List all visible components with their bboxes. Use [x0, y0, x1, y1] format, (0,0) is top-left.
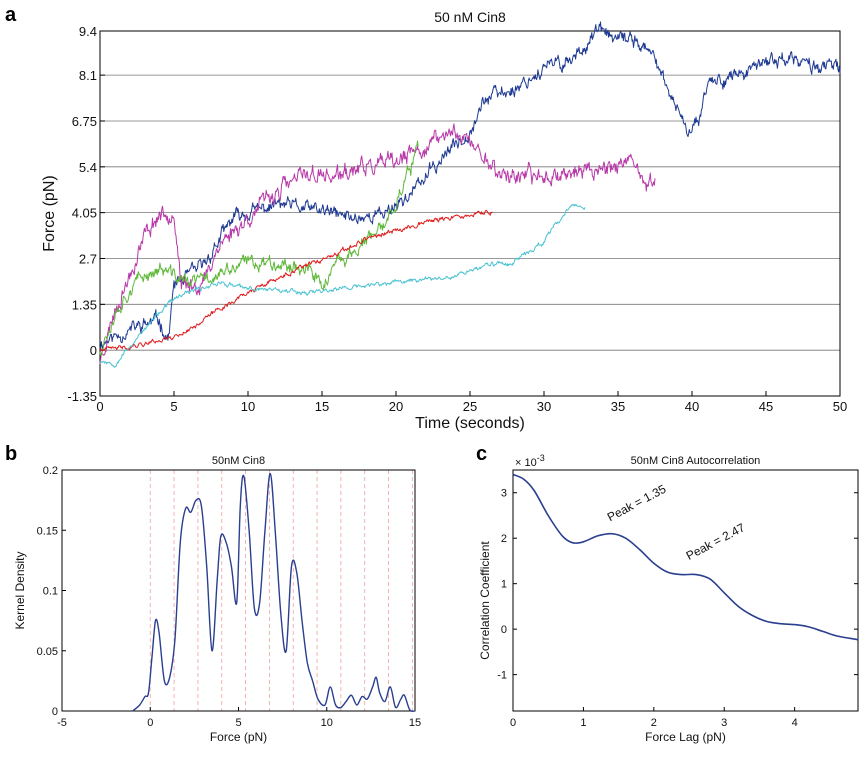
force-trace-5	[99, 203, 586, 368]
y-tick-label: 2.7	[79, 251, 97, 266]
x-tick-label: 0	[510, 717, 516, 729]
y-tick-label: 0.15	[37, 525, 58, 537]
x-tick-label: 30	[537, 399, 551, 414]
y-tick-label: -1.35	[67, 389, 97, 404]
y-tick-label: 9.4	[79, 24, 97, 39]
x-tick-label: 5	[170, 399, 177, 414]
force-trace-2	[99, 123, 656, 365]
x-axis-label: Time (seconds)	[415, 415, 525, 432]
plot-frame	[61, 469, 416, 712]
panel-letter-b: b	[5, 443, 17, 465]
y-tick-label: 2	[501, 533, 507, 545]
x-tick-label: 5	[235, 717, 241, 729]
panel-letter-c: c	[476, 443, 487, 465]
x-tick-label: 10	[241, 399, 255, 414]
chart-title: 50 nM Cin8	[434, 9, 506, 25]
y-tick-label: 3	[501, 488, 507, 500]
x-tick-label: 40	[685, 399, 699, 414]
x-axis-label: Force Lag (pN)	[645, 730, 726, 744]
y-tick-label: 1	[501, 579, 507, 591]
autocorrelation-curve	[512, 473, 859, 641]
plot-frame	[512, 469, 859, 712]
y-exponent-label: × 10-3	[515, 453, 545, 469]
chart-title: 50nM Cin8	[212, 455, 265, 467]
x-tick-label: 45	[759, 399, 773, 414]
y-tick-label: 0	[501, 624, 507, 636]
x-tick-label: 4	[792, 717, 798, 729]
y-tick-label: 0.05	[37, 646, 58, 658]
y-axis-label: Force (pN)	[41, 175, 58, 251]
x-tick-label: 25	[463, 399, 477, 414]
y-tick-label: 5.4	[79, 160, 97, 175]
y-tick-label: 4.05	[72, 206, 97, 221]
y-tick-label: -1	[497, 670, 507, 682]
plot-frame	[99, 30, 841, 397]
y-axis-label: Kernel Density	[13, 551, 27, 629]
x-tick-label: 20	[389, 399, 403, 414]
x-tick-label: 0	[96, 399, 103, 414]
x-tick-label: 15	[409, 717, 421, 729]
panel-letter-a: a	[5, 4, 17, 26]
y-axis-label: Correlation Coefficient	[478, 541, 492, 660]
y-tick-label: 0.1	[43, 586, 58, 598]
x-tick-label: 35	[611, 399, 625, 414]
x-tick-label: 15	[315, 399, 329, 414]
x-tick-label: 2	[651, 717, 657, 729]
chart-autocorrelation: -1 0 1 2 3 0 1 2 3 4 Peak = 1.35 Peak = 2.47 × 10-3 5…	[478, 453, 859, 744]
x-tick-label: 10	[321, 717, 333, 729]
y-tick-label: 1.35	[72, 297, 97, 312]
y-tick-label: 0.2	[43, 465, 58, 477]
chart-title: 50nM Cin8 Autocorrelation	[631, 455, 761, 467]
exponent-power: -3	[537, 453, 545, 463]
x-tick-label: 0	[147, 717, 153, 729]
exponent-base: × 10	[515, 457, 537, 469]
y-tick-label: 8.1	[79, 68, 97, 83]
y-tick-label: 0	[52, 706, 58, 718]
x-tick-label: 3	[721, 717, 727, 729]
y-tick-label: 0	[90, 343, 97, 358]
x-tick-label: 1	[580, 717, 586, 729]
peak-annotation: Peak = 2.47	[684, 520, 748, 563]
x-axis-label: Force (pN)	[210, 730, 267, 744]
density-curve	[132, 472, 416, 712]
y-tick-label: 6.75	[72, 114, 97, 129]
peak-annotation: Peak = 1.35	[605, 482, 669, 525]
force-trace-1	[99, 21, 841, 351]
x-tick-label: -5	[57, 717, 67, 729]
force-trace-4	[99, 209, 493, 352]
x-tick-label: 50	[833, 399, 847, 414]
